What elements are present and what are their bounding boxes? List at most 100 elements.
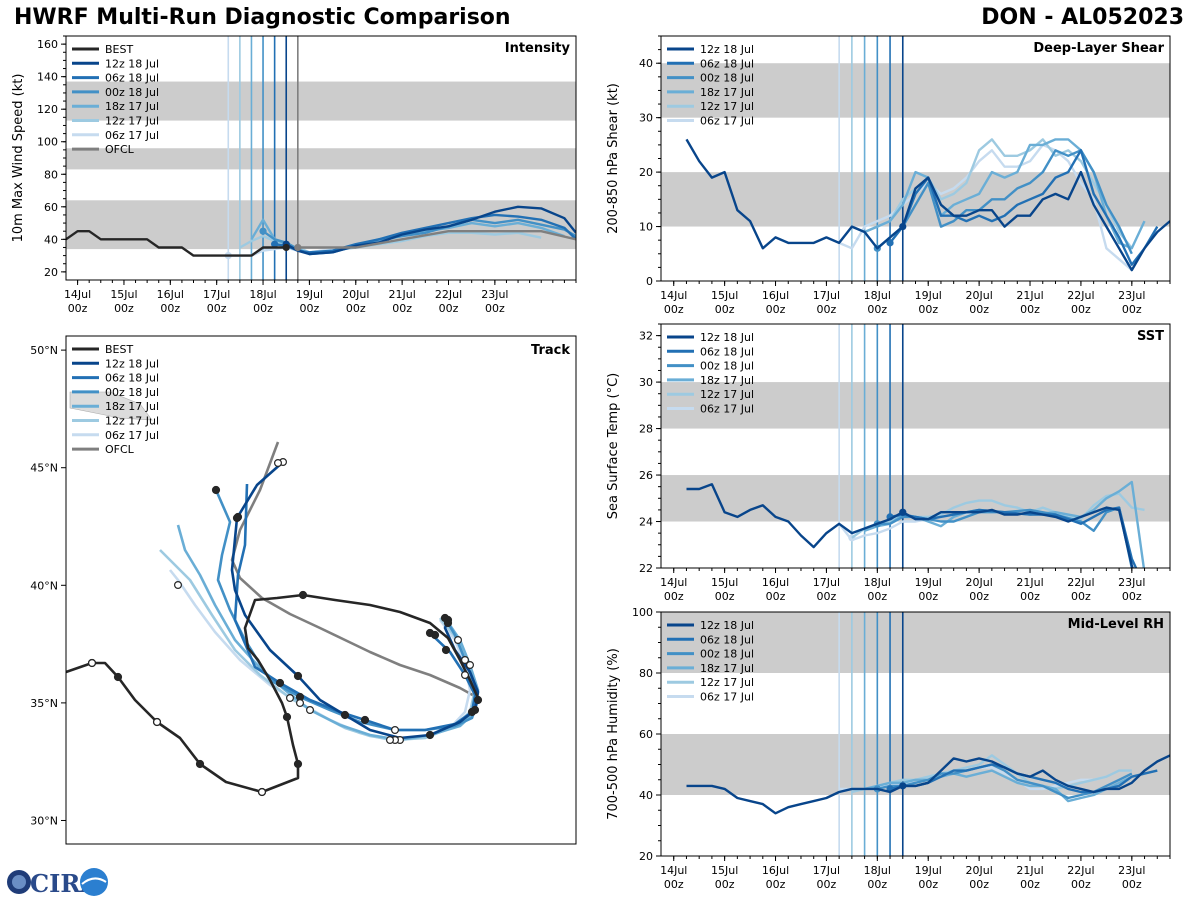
x-tick-label: 22Jul (1067, 576, 1094, 589)
y-tick-label: 40 (44, 233, 58, 246)
legend-label: 12z 17 Jul (105, 115, 159, 128)
track-point (340, 710, 350, 720)
legend-label: 12z 18 Jul (105, 357, 159, 370)
track-point (293, 671, 303, 681)
track-point-open (296, 698, 305, 707)
x-tick-label: 00z (715, 590, 735, 603)
x-tick-label: 15Jul (110, 288, 137, 301)
x-tick-label: 15Jul (711, 576, 738, 589)
legend-label: 18z 17 Jul (700, 374, 754, 387)
x-tick-label: 17Jul (813, 864, 840, 877)
track-point (298, 590, 308, 600)
x-tick-label: 00z (439, 302, 459, 315)
x-tick-label: 17Jul (813, 289, 840, 302)
legend-label: 18z 17 Jul (105, 400, 159, 413)
storm-id: DON - AL052023 (981, 5, 1184, 30)
x-tick-label: 14Jul (660, 864, 687, 877)
x-tick-label: 00z (715, 303, 735, 316)
legend-label: 06z 17 Jul (105, 429, 159, 442)
x-tick-label: 00z (766, 590, 786, 603)
y-tick-label: 60 (44, 201, 58, 214)
track-point-open (466, 660, 475, 669)
x-tick-label: 00z (1020, 878, 1040, 891)
y-tick-label: 50°N (30, 344, 58, 357)
legend-label: OFCL (105, 443, 135, 456)
x-tick-label: 00z (1071, 590, 1091, 603)
x-tick-label: 15Jul (711, 864, 738, 877)
legend-label: 18z 17 Jul (700, 86, 754, 99)
y-tick-label: 120 (37, 103, 58, 116)
track-point-open (258, 787, 267, 796)
legend-label: 00z 18 Jul (700, 360, 754, 373)
track-point (425, 730, 435, 740)
x-tick-label: 00z (817, 590, 837, 603)
threshold-band (66, 81, 576, 121)
x-tick-label: 19Jul (915, 576, 942, 589)
track-point-open (153, 717, 162, 726)
x-tick-label: 19Jul (915, 864, 942, 877)
x-tick-label: 21Jul (1016, 864, 1043, 877)
x-tick-label: 20Jul (965, 289, 992, 302)
track-line (214, 489, 480, 732)
series-line (297, 229, 576, 249)
panel-title: Track (531, 343, 570, 358)
x-tick-label: 00z (969, 590, 989, 603)
y-tick-label: 60 (639, 728, 653, 741)
x-tick-label: 00z (766, 878, 786, 891)
x-tick-label: 15Jul (711, 289, 738, 302)
plot-frame (65, 335, 577, 845)
series-line (686, 483, 1134, 568)
x-tick-label: 22Jul (1067, 864, 1094, 877)
track-point-open (286, 693, 295, 702)
x-tick-label: 20Jul (342, 288, 369, 301)
series-line (66, 229, 287, 257)
x-tick-label: 00z (1122, 590, 1142, 603)
x-tick-label: 18Jul (864, 864, 891, 877)
y-axis-label: 700-500 hPa Humidity (%) (606, 648, 621, 820)
x-tick-label: 16Jul (157, 288, 184, 301)
track-line (233, 483, 477, 732)
x-tick-label: 00z (114, 302, 134, 315)
threshold-band (661, 612, 1170, 673)
intensity-panel: 2040608010012014016014Jul00z15Jul00z16Ju… (11, 35, 577, 315)
series-marker (899, 222, 907, 231)
series-line (889, 149, 1159, 266)
threshold-band (661, 382, 1170, 429)
y-tick-label: 40 (639, 57, 653, 70)
track-point-open (174, 580, 183, 589)
track-point (425, 628, 435, 638)
y-tick-label: 32 (639, 330, 653, 343)
y-tick-label: 26 (639, 469, 653, 482)
x-tick-label: 20Jul (965, 864, 992, 877)
x-tick-label: 21Jul (388, 288, 415, 301)
track-point (275, 678, 285, 688)
y-axis-label: 10m Max Wind Speed (kt) (11, 74, 26, 243)
x-tick-label: 17Jul (813, 576, 840, 589)
series-marker (271, 240, 279, 248)
legend-label: 06z 18 Jul (700, 345, 754, 358)
legend-label: 00z 18 Jul (700, 648, 754, 661)
legend-label: 12z 18 Jul (700, 331, 754, 344)
track-point-open (87, 658, 96, 667)
y-tick-label: 100 (632, 606, 653, 619)
series-line (262, 218, 576, 256)
sst-panel: 22242628303214Jul00z15Jul00z16Jul00z17Ju… (606, 323, 1171, 603)
series-group (686, 480, 1146, 568)
legend-label: 06z 18 Jul (700, 633, 754, 646)
legend-label: 06z 18 Jul (700, 57, 754, 70)
panel-title: SST (1137, 329, 1164, 344)
x-tick-label: 00z (918, 303, 938, 316)
track-point (467, 707, 477, 717)
x-tick-label: 00z (485, 302, 505, 315)
track-point (113, 672, 123, 682)
x-tick-label: 00z (1122, 878, 1142, 891)
y-tick-label: 22 (639, 562, 653, 575)
x-tick-label: 22Jul (435, 288, 462, 301)
threshold-band (661, 475, 1170, 522)
track-line (230, 441, 479, 700)
series-marker (899, 508, 907, 516)
x-tick-label: 00z (766, 303, 786, 316)
x-tick-label: 00z (253, 302, 273, 315)
